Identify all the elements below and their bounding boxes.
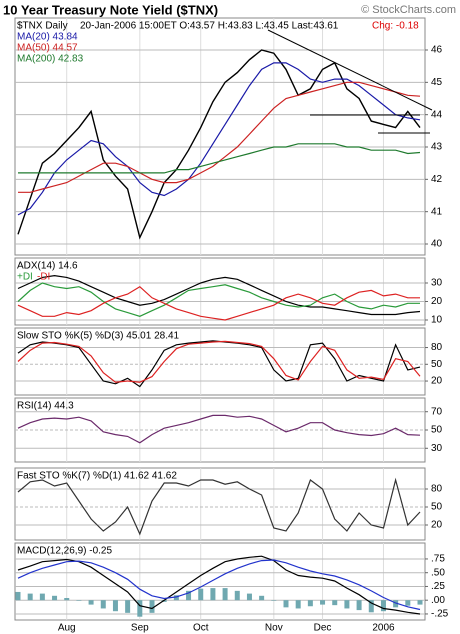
y-tick-label: 41 (431, 206, 443, 217)
x-tick-label: 2006 (372, 623, 395, 634)
histogram-bar (271, 600, 277, 601)
y-tick-label: .25 (431, 581, 445, 592)
y-tick-label: 50 (431, 425, 443, 436)
panel (14, 327, 426, 396)
x-tick-label: Oct (193, 623, 209, 634)
histogram-bar (307, 600, 313, 607)
x-tick-label: Aug (58, 623, 76, 634)
y-tick-label: 44 (431, 109, 443, 120)
series-line (17, 49, 421, 240)
histogram-bar (88, 600, 94, 605)
panel-title: RSI(14) 44.3 (17, 401, 74, 412)
histogram-bar (283, 600, 289, 608)
legend-entry: $TNX Daily (17, 21, 68, 32)
series-line (17, 285, 420, 321)
y-tick-label: 80 (431, 342, 443, 353)
histogram-bar (405, 600, 411, 606)
panel-title: MACD(12,26,9) -0.25 (17, 546, 112, 557)
histogram-bar (320, 600, 326, 605)
histogram-bar (137, 600, 143, 617)
histogram-bar (161, 600, 167, 602)
x-tick-label: Sep (131, 623, 149, 634)
y-tick-label: 20 (431, 376, 443, 387)
histogram-bar (210, 588, 216, 601)
histogram-bar (246, 593, 252, 601)
histogram-bar (393, 600, 399, 608)
y-tick-label: 20 (431, 520, 443, 531)
histogram-bar (15, 591, 21, 601)
y-tick-label: 43 (431, 142, 443, 153)
y-tick-label: .50 (431, 567, 445, 578)
histogram-bar (27, 593, 33, 601)
histogram-bar (380, 600, 386, 612)
y-tick-label: 10 (431, 315, 443, 326)
histogram-bar (64, 598, 70, 601)
histogram-bar (100, 600, 106, 609)
histogram-bar (76, 600, 82, 601)
header-change: Chg: -0.18 (372, 21, 419, 32)
histogram-bar (186, 590, 192, 601)
histogram-bar (52, 595, 58, 601)
y-tick-label: 46 (431, 45, 443, 56)
histogram-bar (125, 600, 131, 613)
histogram-bar (417, 600, 423, 605)
legend-entry: -DI (37, 272, 50, 283)
histogram-bar (259, 595, 265, 601)
y-tick-label: -.25 (431, 609, 449, 620)
panel-title: Fast STO %K(7) %D(1) 41.62 41.62 (17, 471, 177, 482)
x-tick-label: Dec (314, 623, 332, 634)
header-info: 20-Jan-2006 15:00ET O:43.57 H:43.83 L:43… (80, 21, 339, 32)
histogram-bar (112, 600, 118, 612)
copyright: © StockCharts.com (361, 4, 456, 16)
panel-title: Slow STO %K(5) %D(3) 45.01 28.41 (17, 331, 180, 342)
series-line (17, 555, 421, 615)
series-line (17, 559, 421, 611)
y-tick-label: 42 (431, 174, 443, 185)
legend-entry: MA(50) 44.57 (17, 43, 78, 54)
series-line (17, 477, 421, 536)
series-line (17, 340, 421, 383)
y-tick-label: .75 (431, 554, 445, 565)
y-tick-label: 20 (431, 296, 443, 307)
histogram-bar (368, 600, 374, 613)
chart-title: 10 Year Treasury Note Yield ($TNX) (3, 2, 218, 17)
legend-entry: ADX(14) 14.6 (17, 261, 78, 272)
histogram-bar (198, 588, 204, 601)
y-tick-label: 50 (431, 359, 443, 370)
y-tick-label: 70 (431, 406, 443, 417)
y-tick-label: 30 (431, 278, 443, 289)
histogram-bar (356, 600, 362, 611)
histogram-bar (173, 595, 179, 601)
histogram-bar (295, 600, 301, 609)
y-tick-label: 50 (431, 502, 443, 513)
histogram-bar (222, 588, 228, 601)
legend-entry: +DI (17, 272, 33, 283)
series-line (17, 274, 421, 316)
histogram-bar (149, 600, 155, 613)
series-line (18, 143, 421, 174)
histogram-bar (234, 590, 240, 601)
x-tick-label: Nov (265, 623, 283, 634)
panel (14, 467, 426, 541)
trend-line (267, 29, 433, 111)
y-tick-label: 80 (431, 484, 443, 495)
legend-entry: MA(200) 42.83 (17, 54, 84, 65)
histogram-bar (332, 600, 338, 606)
panel (14, 17, 426, 256)
series-line (17, 414, 421, 444)
series-line (17, 282, 420, 317)
y-tick-label: .00 (431, 595, 445, 606)
panel (14, 257, 426, 326)
legend-entry: MA(20) 43.84 (17, 32, 78, 43)
y-tick-label: 40 (431, 239, 443, 250)
y-tick-label: 45 (431, 77, 443, 88)
histogram-bar (39, 593, 45, 601)
histogram-bar (344, 600, 350, 609)
y-tick-label: 30 (431, 443, 443, 454)
